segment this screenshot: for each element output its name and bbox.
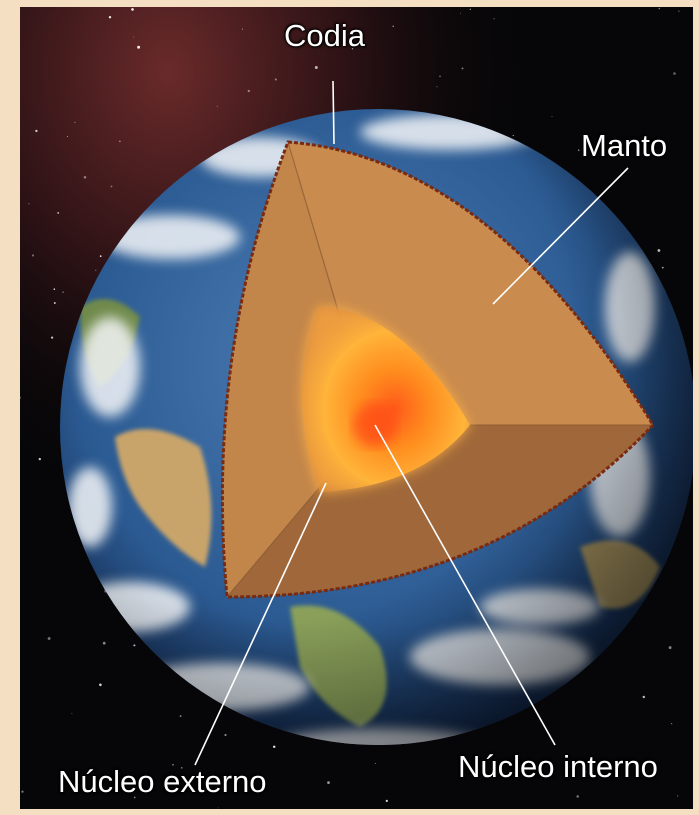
- star: [385, 799, 388, 803]
- star: [50, 336, 54, 339]
- star: [436, 86, 438, 88]
- star: [584, 771, 587, 773]
- star: [670, 722, 673, 725]
- earth-illustration: [20, 7, 693, 809]
- star: [74, 121, 76, 123]
- star: [57, 211, 60, 214]
- star: [392, 25, 394, 28]
- star: [274, 78, 277, 81]
- star: [673, 72, 676, 75]
- mantle-leader-line: [492, 167, 629, 305]
- star: [272, 745, 276, 749]
- star: [172, 764, 174, 766]
- inner-core-leader-line: [374, 424, 556, 746]
- star: [67, 136, 68, 137]
- star: [83, 176, 87, 179]
- star: [439, 75, 441, 78]
- star: [38, 457, 41, 461]
- star: [224, 733, 227, 737]
- earth-cutaway: [220, 140, 655, 599]
- star: [119, 140, 121, 142]
- star: [62, 291, 64, 293]
- star: [31, 254, 35, 257]
- label-inner-core: Núcleo interno: [458, 749, 658, 784]
- star: [181, 767, 183, 769]
- crust-leader-line: [332, 80, 335, 145]
- star: [661, 266, 664, 269]
- star: [658, 7, 661, 10]
- star: [351, 47, 354, 50]
- earth-structure-diagram: Codia Manto Núcleo externo Núcleo intern…: [20, 7, 693, 809]
- star: [668, 646, 672, 650]
- star: [102, 641, 106, 645]
- star: [374, 762, 376, 764]
- leader-lines: [194, 80, 629, 766]
- star: [469, 8, 471, 10]
- star: [20, 396, 21, 399]
- star: [179, 715, 182, 718]
- star: [108, 15, 112, 19]
- star: [133, 796, 136, 799]
- star: [137, 45, 141, 49]
- outer-core-leader-line: [194, 482, 327, 766]
- star: [28, 203, 30, 205]
- star: [133, 644, 136, 647]
- label-outer-core: Núcleo externo: [58, 764, 267, 799]
- star: [216, 105, 218, 107]
- star: [99, 255, 102, 257]
- crust-layer: [220, 140, 655, 599]
- star: [53, 288, 56, 290]
- star: [642, 695, 646, 699]
- star: [327, 781, 330, 784]
- star: [71, 713, 73, 715]
- star: [616, 766, 618, 769]
- star: [461, 67, 464, 70]
- star: [493, 18, 495, 20]
- star: [21, 790, 24, 793]
- star: [53, 302, 56, 304]
- inner-core: [301, 307, 470, 492]
- star: [133, 36, 134, 38]
- star: [314, 66, 318, 69]
- star: [35, 129, 38, 133]
- mantle-face-left: [222, 142, 372, 597]
- star: [217, 807, 219, 809]
- star: [247, 89, 250, 93]
- star: [47, 637, 51, 640]
- label-mantle: Manto: [581, 128, 668, 163]
- star: [131, 8, 134, 11]
- star: [657, 249, 661, 252]
- star: [678, 10, 680, 12]
- star: [676, 795, 679, 797]
- star: [577, 149, 580, 151]
- star: [95, 269, 97, 271]
- star: [199, 773, 200, 775]
- mantle-face-lower: [227, 425, 653, 597]
- star: [99, 683, 102, 687]
- label-crust: Codia: [284, 18, 365, 53]
- earth-core: [301, 307, 470, 492]
- star: [110, 185, 113, 188]
- star: [551, 116, 553, 118]
- star: [512, 134, 514, 137]
- star: [576, 795, 579, 798]
- star: [459, 12, 461, 14]
- star: [242, 28, 243, 30]
